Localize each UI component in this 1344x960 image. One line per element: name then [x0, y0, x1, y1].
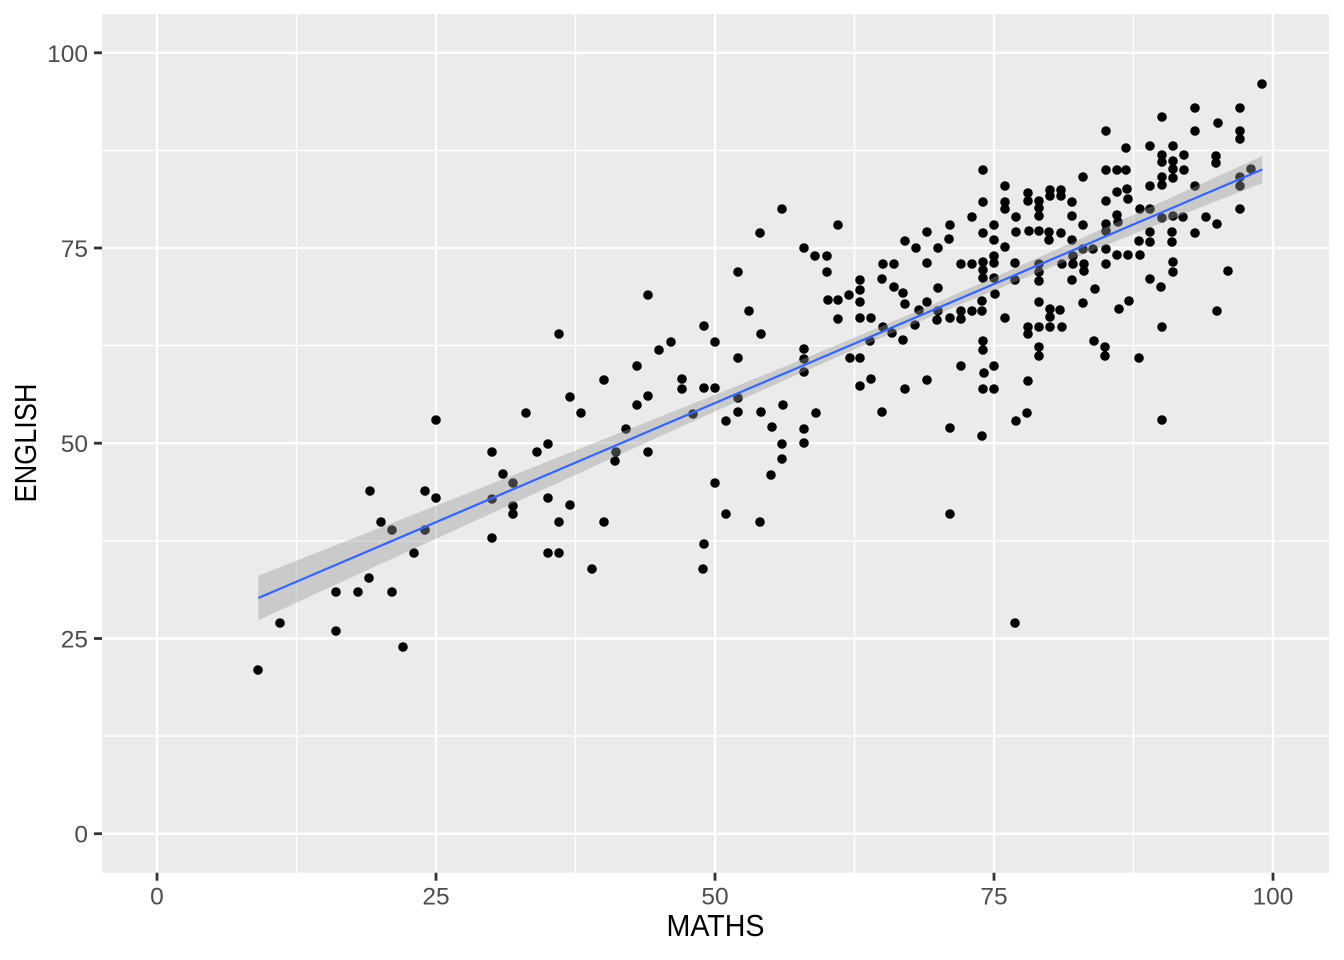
svg-text:100: 100 [1253, 884, 1294, 911]
svg-text:0: 0 [74, 822, 88, 849]
svg-text:100: 100 [47, 41, 88, 68]
svg-text:50: 50 [701, 884, 728, 911]
svg-text:50: 50 [61, 431, 88, 458]
svg-text:75: 75 [980, 884, 1007, 911]
svg-text:25: 25 [61, 627, 88, 654]
svg-text:25: 25 [422, 884, 449, 911]
svg-text:75: 75 [61, 236, 88, 263]
svg-text:0: 0 [150, 884, 164, 911]
svg-text:MATHS: MATHS [667, 909, 765, 943]
svg-text:ENGLISH: ENGLISH [9, 384, 43, 503]
